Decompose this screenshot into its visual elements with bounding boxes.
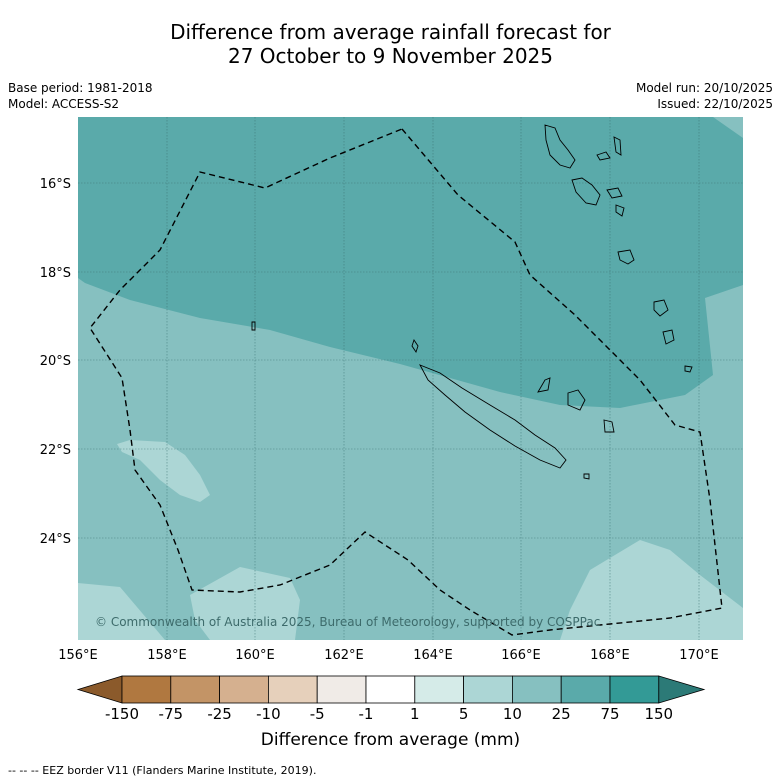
lat-label-20s: 20°S bbox=[40, 354, 71, 369]
gridlines bbox=[78, 117, 743, 640]
lat-axis: 16°S 18°S 20°S 22°S 24°S bbox=[40, 177, 71, 547]
colorbar-tick-label: -150 bbox=[104, 705, 140, 723]
lat-label-16s: 16°S bbox=[40, 177, 71, 192]
base-period: Base period: 1981-2018 bbox=[8, 81, 153, 95]
field-5-10-west bbox=[117, 440, 210, 502]
colorbar-bin bbox=[560, 675, 611, 704]
colorbar-tick-label: -5 bbox=[309, 705, 325, 723]
rainfall-field bbox=[78, 117, 743, 640]
colorbar-bin bbox=[316, 675, 367, 704]
lon-label-166e: 166°E bbox=[501, 648, 541, 663]
colorbar bbox=[76, 675, 706, 704]
lon-label-160e: 160°E bbox=[235, 648, 275, 663]
title-line-2: 27 October to 9 November 2025 bbox=[227, 44, 554, 68]
erromango-island bbox=[653, 299, 669, 317]
colorbar-bin bbox=[219, 675, 269, 704]
eez-footnote: -- -- -- EEZ border V11 (Flanders Marine… bbox=[8, 764, 317, 777]
coastlines bbox=[251, 124, 693, 480]
issued-date: Issued: 22/10/2025 bbox=[657, 97, 773, 111]
colorbar-tick-label: 5 bbox=[458, 705, 469, 723]
colorbar-bin bbox=[609, 675, 660, 704]
lat-label-24s: 24°S bbox=[40, 532, 71, 547]
title-line-1: Difference from average rainfall forecas… bbox=[170, 20, 611, 44]
malekula-island bbox=[571, 177, 601, 206]
colorbar-tick-label: 25 bbox=[551, 705, 571, 723]
colorbar-tick-label: -25 bbox=[207, 705, 232, 723]
field-5-10-south bbox=[190, 567, 300, 640]
colorbar-extend-low bbox=[76, 675, 123, 704]
colorbar-bin bbox=[267, 675, 318, 704]
colorbar-extend-high bbox=[658, 675, 706, 704]
lon-axis: 156°E 158°E 160°E 162°E 164°E 166°E 168°… bbox=[58, 648, 719, 663]
colorbar-tick-label: 1 bbox=[410, 705, 420, 723]
eez-border bbox=[89, 128, 723, 636]
new-caledonia-island bbox=[419, 364, 567, 469]
model-name: Model: ACCESS-S2 bbox=[8, 97, 120, 111]
tanna-island bbox=[662, 329, 675, 345]
lon-label-162e: 162°E bbox=[324, 648, 364, 663]
field-5-10-southeast bbox=[560, 540, 743, 640]
colorbar-tick-label: 150 bbox=[644, 705, 674, 723]
pentecost-island bbox=[613, 136, 622, 156]
maewo-island bbox=[596, 151, 611, 161]
lon-label-158e: 158°E bbox=[147, 648, 187, 663]
colorbar-bin bbox=[170, 675, 221, 704]
copyright-notice: © Commonwealth of Australia 2025, Bureau… bbox=[95, 615, 600, 629]
ouvea-island bbox=[537, 377, 551, 393]
espiritu-santo-island bbox=[544, 124, 576, 169]
field-25-75 bbox=[78, 117, 743, 408]
ambrym-island bbox=[606, 187, 623, 199]
model-run: Model run: 20/10/2025 bbox=[635, 81, 773, 95]
field-corner bbox=[713, 117, 743, 138]
belep-island bbox=[411, 338, 419, 354]
lifou-island bbox=[567, 389, 586, 411]
colorbar-tick-label: 10 bbox=[502, 705, 522, 723]
lat-label-18s: 18°S bbox=[40, 266, 71, 281]
aneityum-island bbox=[684, 365, 693, 373]
epi-island bbox=[615, 204, 625, 217]
colorbar-bin bbox=[463, 675, 513, 704]
colorbar-bin bbox=[365, 675, 416, 704]
lon-label-156e: 156°E bbox=[58, 648, 98, 663]
efate-island bbox=[617, 249, 635, 265]
lon-label-170e: 170°E bbox=[679, 648, 719, 663]
colorbar-title: Difference from average (mm) bbox=[260, 730, 521, 750]
colorbar-bin bbox=[512, 675, 562, 704]
lon-label-168e: 168°E bbox=[590, 648, 630, 663]
lat-label-22s: 22°S bbox=[40, 443, 71, 458]
isle-of-pines bbox=[583, 473, 590, 480]
field-5-10-southwest bbox=[78, 583, 165, 640]
lon-label-164e: 164°E bbox=[413, 648, 453, 663]
colorbar-tick-label: -10 bbox=[256, 705, 281, 723]
mare-island bbox=[603, 419, 615, 433]
colorbar-bin bbox=[414, 675, 464, 704]
colorbar-bin bbox=[121, 675, 172, 704]
colorbar-tick-label: -75 bbox=[158, 705, 184, 723]
colorbar-tick-label: -1 bbox=[358, 705, 374, 723]
colorbar-tick-label: 75 bbox=[600, 705, 620, 723]
chesterfield-island bbox=[251, 321, 256, 331]
